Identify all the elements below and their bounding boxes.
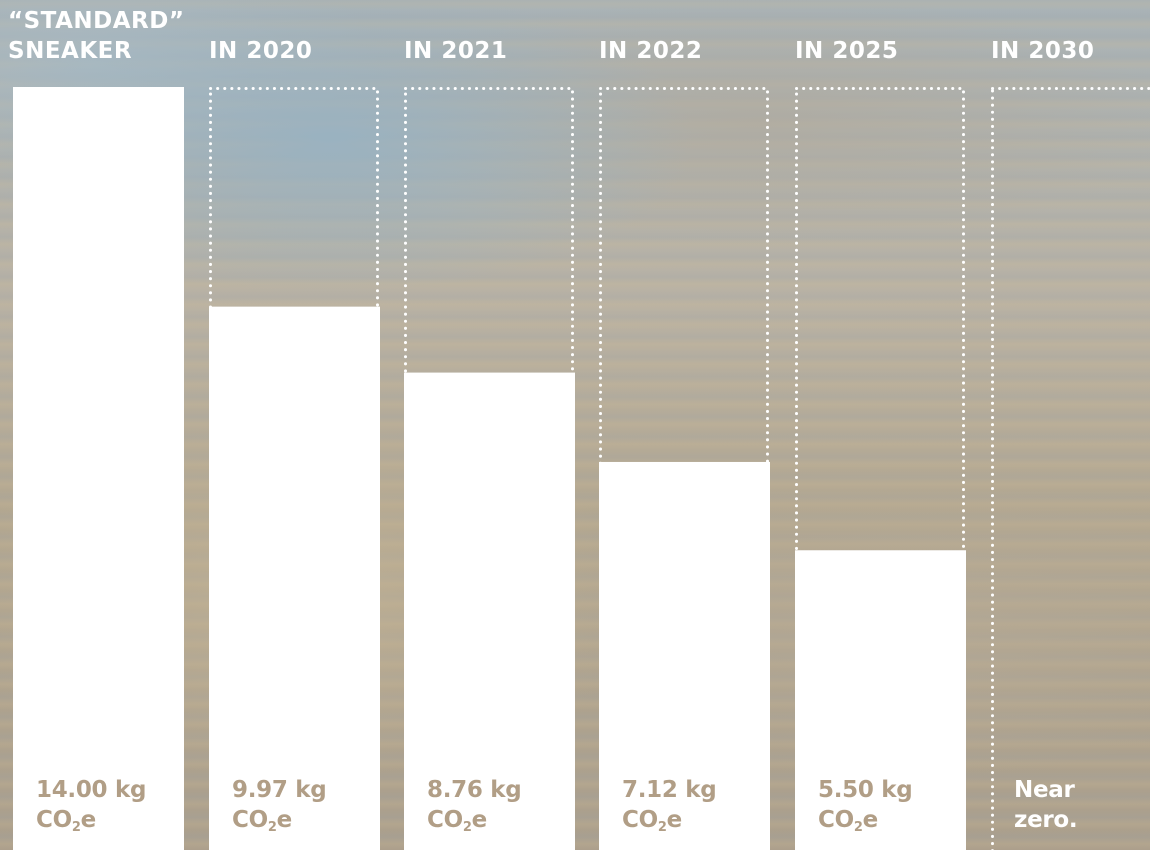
category-label-in-2021: IN 2021 bbox=[404, 36, 507, 66]
unit-main: CO bbox=[622, 807, 658, 833]
category-label-line: IN 2025 bbox=[795, 38, 899, 64]
category-label-line: “STANDARD” bbox=[8, 8, 185, 34]
value-number: 7.12 kg bbox=[622, 777, 717, 803]
value-number: 8.76 kg bbox=[427, 777, 522, 803]
value-unit: CO2e bbox=[818, 805, 912, 835]
bar-in-2020 bbox=[209, 306, 380, 850]
value-label-in-2020: 9.97 kg CO2e bbox=[232, 775, 327, 835]
bar-in-2025 bbox=[795, 550, 966, 850]
reference-outline-in-2025 bbox=[795, 87, 965, 850]
value-label-in-2025: 5.50 kg CO2e bbox=[818, 775, 913, 835]
category-label-in-2020: IN 2020 bbox=[209, 36, 312, 66]
unit-subscript: 2 bbox=[267, 820, 277, 835]
value-label-in-2030: Near zero. bbox=[1014, 775, 1078, 835]
value-number: 9.97 kg bbox=[232, 777, 327, 803]
reference-outline-in-2030 bbox=[991, 87, 1150, 850]
value-line-1: Near bbox=[1014, 777, 1075, 803]
value-unit: CO2e bbox=[232, 805, 326, 835]
unit-tail: e bbox=[80, 807, 97, 833]
value-number: 5.50 kg bbox=[818, 777, 913, 803]
unit-subscript: 2 bbox=[462, 820, 472, 835]
unit-main: CO bbox=[232, 807, 268, 833]
value-unit: CO2e bbox=[36, 805, 146, 835]
category-label-line: IN 2030 bbox=[991, 38, 1095, 64]
unit-subscript: 2 bbox=[657, 820, 667, 835]
bar-standard-sneaker bbox=[13, 87, 184, 850]
bar-in-2022 bbox=[599, 461, 770, 850]
category-label-in-2022: IN 2022 bbox=[599, 36, 702, 66]
unit-tail: e bbox=[862, 807, 879, 833]
category-label-line: SNEAKER bbox=[8, 38, 133, 64]
unit-tail: e bbox=[666, 807, 683, 833]
unit-tail: e bbox=[276, 807, 293, 833]
unit-subscript: 2 bbox=[853, 820, 863, 835]
category-label-line: IN 2022 bbox=[599, 38, 703, 64]
category-label-line: IN 2021 bbox=[404, 38, 508, 64]
unit-main: CO bbox=[818, 807, 854, 833]
value-label-in-2022: 7.12 kg CO2e bbox=[622, 775, 717, 835]
category-label-standard-sneaker: “STANDARD” SNEAKER bbox=[8, 6, 184, 66]
bar-in-2021 bbox=[404, 372, 575, 850]
value-line-2: zero. bbox=[1014, 807, 1078, 833]
value-unit: CO2e bbox=[622, 805, 716, 835]
category-label-in-2025: IN 2025 bbox=[795, 36, 898, 66]
value-unit: CO2e bbox=[427, 805, 521, 835]
value-label-standard-sneaker: 14.00 kg CO2e bbox=[36, 775, 146, 835]
unit-main: CO bbox=[36, 807, 72, 833]
value-number: 14.00 kg bbox=[36, 777, 147, 803]
unit-subscript: 2 bbox=[71, 820, 81, 835]
unit-tail: e bbox=[471, 807, 488, 833]
value-label-in-2021: 8.76 kg CO2e bbox=[427, 775, 522, 835]
category-label-in-2030: IN 2030 bbox=[991, 36, 1094, 66]
unit-main: CO bbox=[427, 807, 463, 833]
category-label-line: IN 2020 bbox=[209, 38, 313, 64]
